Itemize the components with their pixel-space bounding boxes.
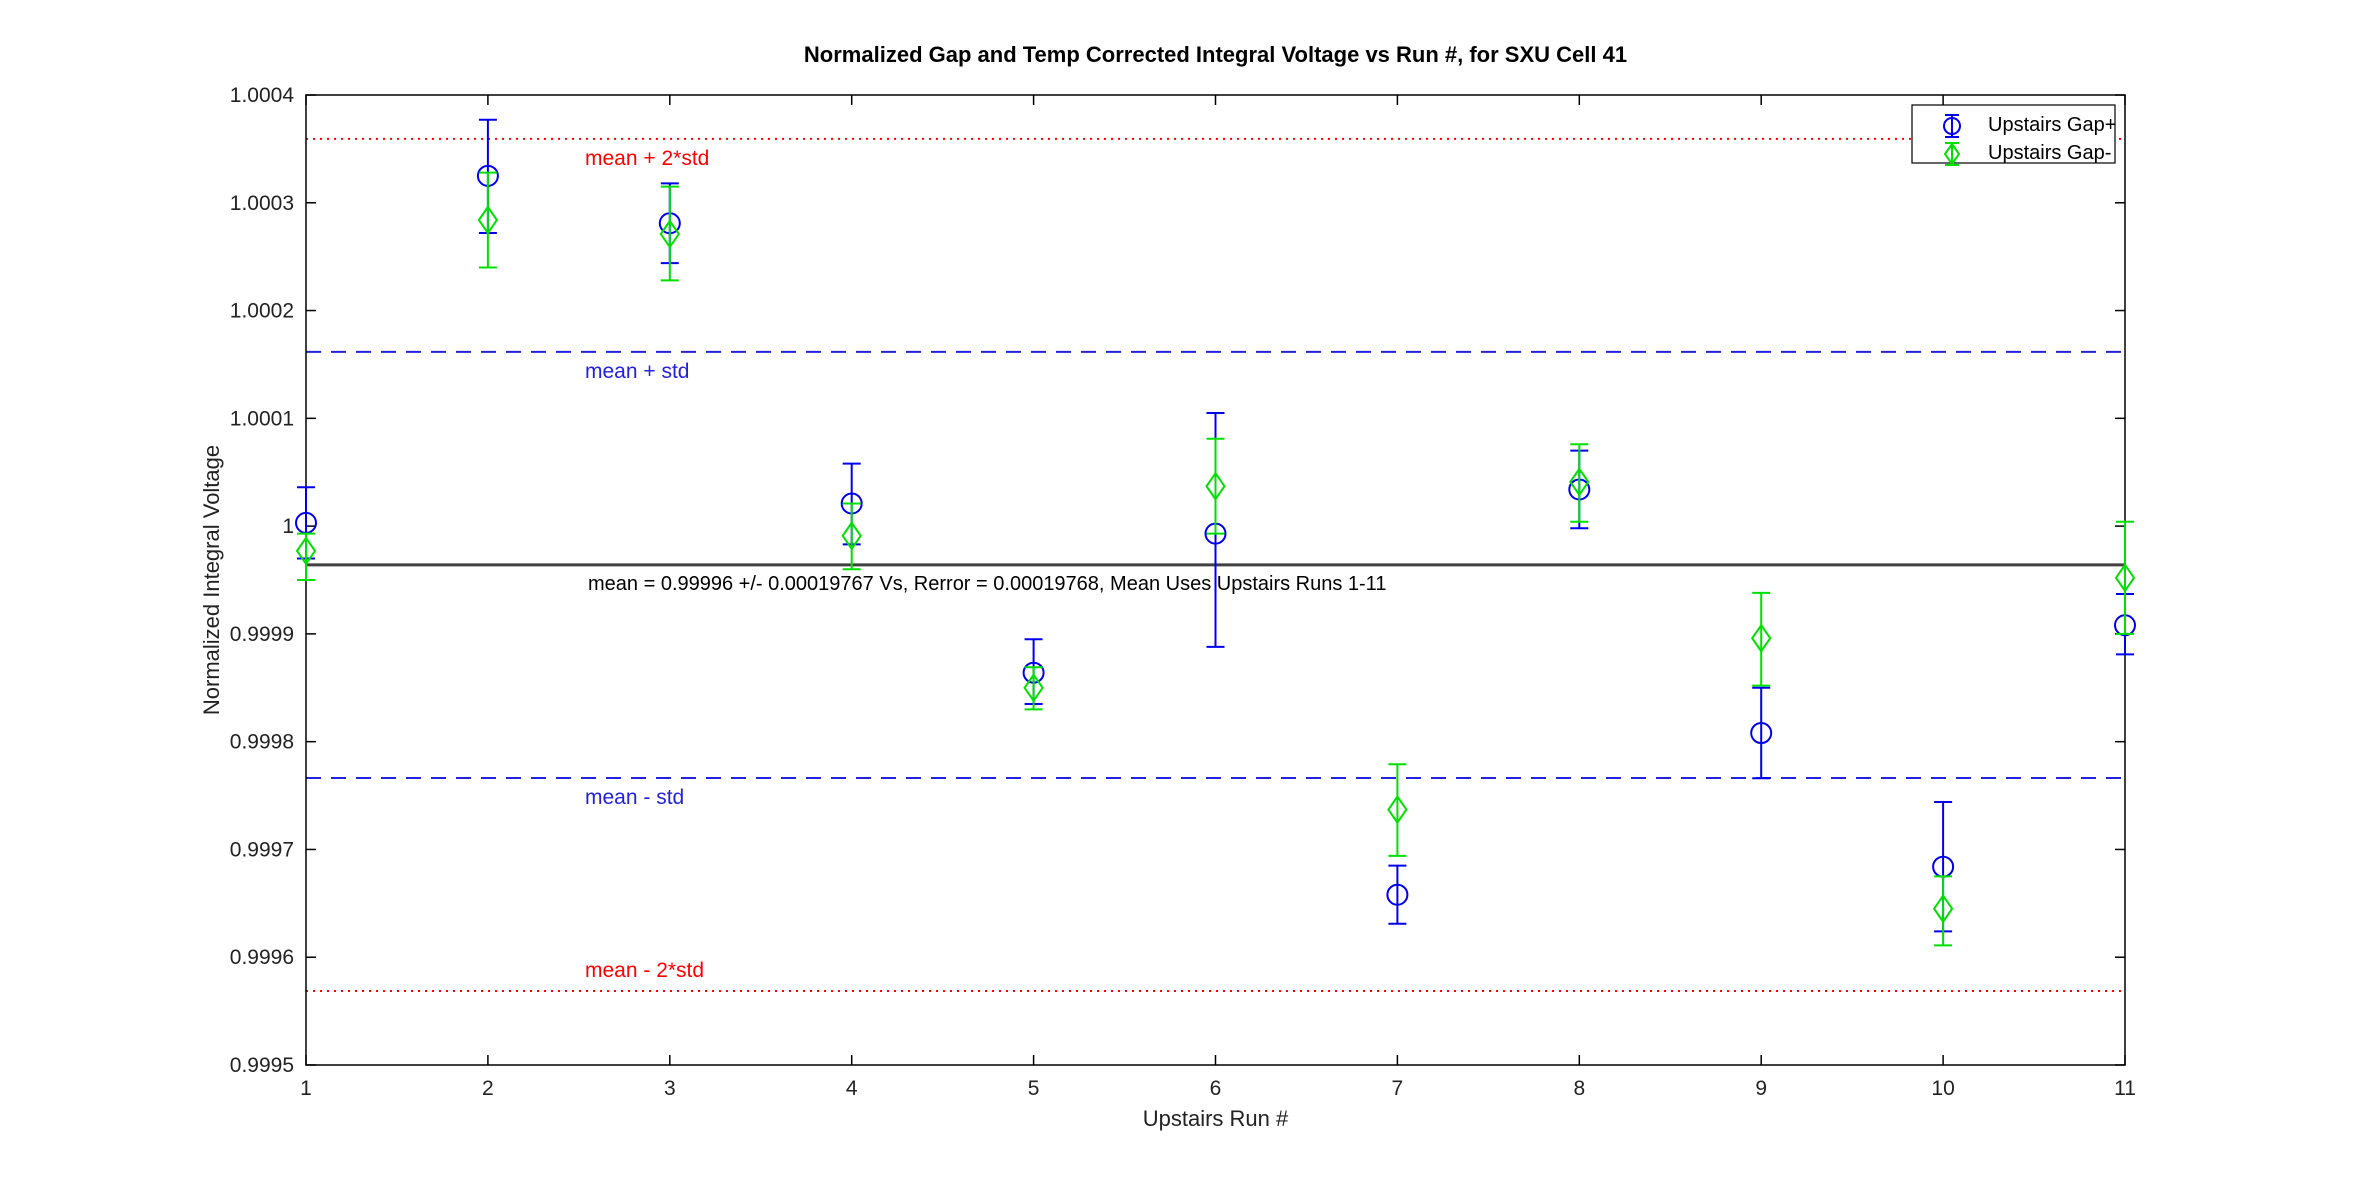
mean-plus-std-label: mean + std — [585, 359, 690, 383]
x-tick-label: 2 — [482, 1077, 494, 1100]
x-tick-label: 11 — [2114, 1077, 2136, 1100]
gap-minus-marker-diamond — [659, 219, 681, 249]
y-tick-label: 1.0001 — [230, 407, 294, 430]
gap-minus-marker-diamond — [2114, 563, 2136, 593]
gap-plus-marker-circle — [295, 511, 317, 534]
x-tick-label: 5 — [1028, 1077, 1040, 1100]
gap-plus-marker-circle — [1750, 722, 1773, 745]
x-tick-label: 1 — [300, 1077, 312, 1100]
y-tick-label: 0.9997 — [230, 838, 294, 861]
gap-minus-marker-diamond — [1023, 673, 1044, 703]
legend-marker-diamond — [1943, 142, 1961, 166]
chart-title: Normalized Gap and Temp Corrected Integr… — [803, 42, 1628, 67]
legend-entry-gap-minus: Upstairs Gap- — [1988, 142, 2112, 164]
x-tick-label: 8 — [1573, 1077, 1585, 1100]
gap-minus-marker-diamond — [477, 205, 499, 235]
mean-minus-2std-label: mean - 2*std — [585, 958, 705, 982]
gap-minus-marker-diamond — [1932, 893, 1954, 924]
x-tick-label: 6 — [1210, 1077, 1222, 1100]
y-tick-label: 0.9995 — [230, 1054, 294, 1077]
gap-minus-marker-diamond — [1205, 471, 1226, 501]
x-tick-label: 10 — [1931, 1077, 1954, 1100]
gap-minus-marker-diamond — [1387, 794, 1408, 825]
y-tick-label: 1.0002 — [230, 300, 294, 323]
y-tick-label: 0.9999 — [230, 623, 294, 646]
legend-entry-gap-plus: Upstairs Gap+ — [1988, 114, 2117, 136]
x-tick-label: 4 — [846, 1077, 858, 1100]
y-axis-label: Normalized Integral Voltage — [199, 444, 224, 716]
x-tick-label: 3 — [664, 1077, 676, 1100]
gap-plus-marker-circle — [1386, 883, 1409, 906]
gap-minus-marker-diamond — [1750, 623, 1772, 653]
legend-marker-circle — [1943, 117, 1961, 135]
gap-minus-marker-diamond — [295, 536, 317, 566]
x-tick-label: 9 — [1755, 1077, 1767, 1100]
gap-minus-marker-diamond — [1569, 467, 1590, 497]
gap-plus-marker-circle — [1932, 855, 1955, 878]
y-tick-label: 1.0004 — [230, 84, 295, 107]
mean-minus-std-label: mean - std — [585, 785, 685, 809]
mean-annotation: mean = 0.99996 +/- 0.00019767 Vs, Rerror… — [588, 572, 1387, 595]
y-tick-label: 0.9998 — [230, 731, 294, 754]
y-tick-label: 1.0003 — [230, 192, 294, 215]
gap-minus-marker-diamond — [841, 521, 862, 551]
x-axis-label: Upstairs Run # — [1142, 1106, 1289, 1131]
mean-plus-2std-label: mean + 2*std — [585, 146, 710, 170]
y-tick-label: 0.9996 — [230, 946, 294, 969]
x-tick-label: 7 — [1392, 1077, 1404, 1100]
y-tick-label: 1 — [282, 515, 294, 538]
